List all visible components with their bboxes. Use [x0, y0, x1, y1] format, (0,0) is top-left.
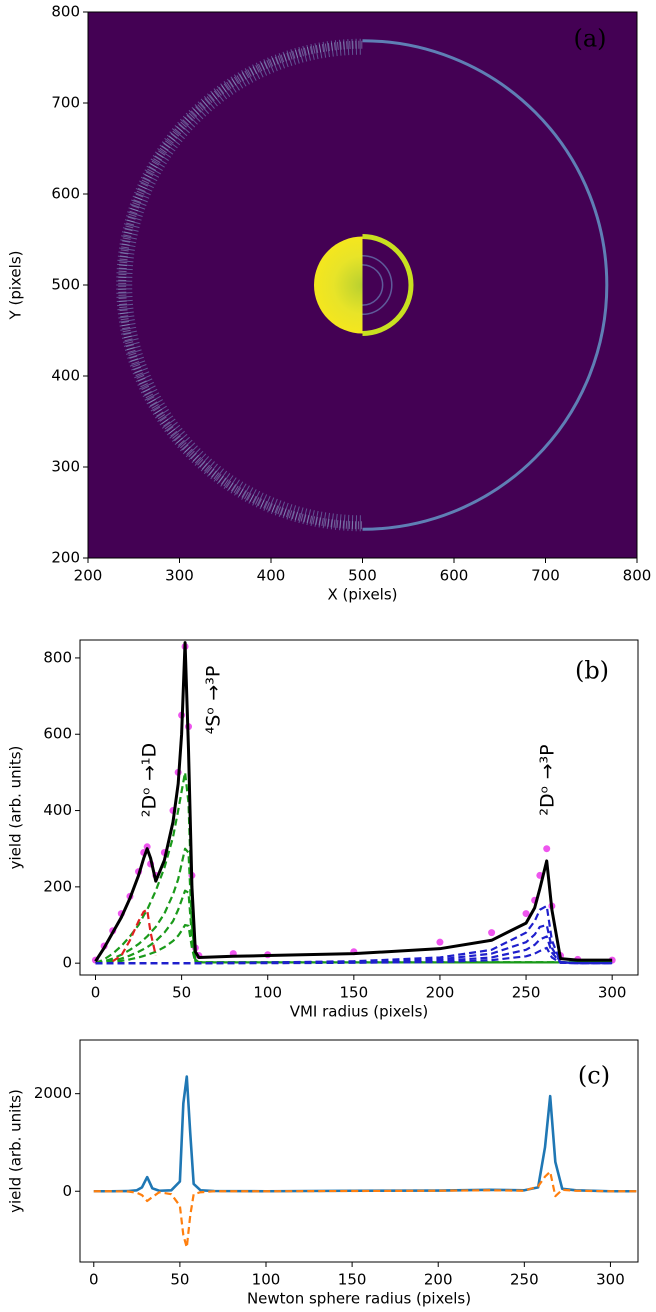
raw-disk	[314, 236, 363, 334]
x-tick-label: 100	[252, 1271, 281, 1289]
x-tick-label: 200	[424, 1271, 453, 1289]
x-tick-label: 300	[598, 984, 627, 1002]
y-tick-label: 600	[43, 725, 72, 743]
plot-area	[88, 12, 637, 558]
panel: ²Dᵒ →¹D ⁴Sᵒ →³P ²Dᵒ →³P 0 50 100 150 200 250 300 0…	[7, 639, 639, 1021]
line	[93, 1075, 637, 1193]
y-tick-label: 200	[51, 549, 80, 567]
ring	[362, 264, 384, 306]
y-tick-label: 800	[43, 648, 72, 666]
y-tick-label: 200	[43, 877, 72, 895]
x-tick-label: 600	[440, 567, 469, 585]
y-tick-label: 700	[51, 94, 80, 112]
x-tick-label: 300	[596, 1271, 625, 1289]
x-axis-label: X (pixels)	[327, 586, 397, 604]
y-axis-label: yield (arb. units)	[7, 746, 25, 870]
ring	[362, 234, 414, 336]
x-tick-label: 500	[348, 567, 377, 585]
raw-half	[116, 38, 363, 532]
y-tick-label: 0	[62, 1182, 72, 1200]
y-axis-label: yield (arb. units)	[7, 1089, 25, 1213]
panel-label: (c)	[578, 1062, 610, 1090]
annotation: ²Dᵒ →¹D	[139, 743, 161, 817]
x-tick-label: 200	[426, 984, 455, 1002]
plot-area	[93, 1075, 637, 1249]
axes-frame	[79, 639, 639, 976]
line	[94, 641, 613, 963]
dashed-line	[93, 1170, 637, 1249]
x-tick-label: 700	[531, 567, 560, 585]
y-tick-label: 600	[51, 185, 80, 203]
x-axis-label: Newton sphere radius (pixels)	[247, 1290, 471, 1308]
x-tick-label: 250	[512, 984, 541, 1002]
panel: 0 50 100 150 200 250 300 0 2000 Newton sphere rad…	[7, 1039, 639, 1308]
y-tick-label: 300	[51, 458, 80, 476]
dashed-line	[95, 923, 613, 965]
y-tick-label: 500	[51, 276, 80, 294]
y-tick-label: 0	[62, 954, 72, 972]
x-tick-label: 100	[253, 984, 282, 1002]
data-point	[522, 910, 530, 918]
panel-label: (b)	[575, 657, 609, 685]
axes-frame	[79, 1039, 639, 1263]
y-axis-label: Y (pixels)	[7, 251, 25, 321]
y-tick-label: 2000	[34, 1084, 72, 1102]
x-tick-label: 50	[172, 984, 191, 1002]
annotation: ²Dᵒ →³P	[537, 744, 559, 815]
y-tick-label: 400	[51, 367, 80, 385]
dashed-line	[95, 847, 613, 965]
data-point	[436, 938, 444, 946]
x-tick-label: 0	[89, 1271, 99, 1289]
x-tick-label: 200	[74, 567, 103, 585]
annotation: ⁴Sᵒ →³P	[203, 666, 225, 735]
raw-ring	[116, 38, 363, 532]
dashed-line	[112, 908, 157, 963]
panel: 200 300 400 500 600 700 800 200 300 400 500 600 700 8…	[7, 3, 652, 604]
inverted-half	[362, 39, 609, 531]
y-tick-label: 800	[51, 3, 80, 21]
x-tick-label: 400	[257, 567, 286, 585]
data-point	[543, 845, 551, 853]
x-tick-label: 150	[338, 1271, 367, 1289]
x-tick-label: 800	[623, 567, 652, 585]
ring	[362, 39, 609, 531]
x-tick-label: 300	[165, 567, 194, 585]
x-tick-label: 150	[340, 984, 369, 1002]
plot-area	[92, 641, 616, 965]
ring	[362, 254, 393, 316]
y-tick-label: 400	[43, 801, 72, 819]
x-tick-label: 250	[510, 1271, 539, 1289]
data-point	[488, 929, 496, 937]
x-axis-label: VMI radius (pixels)	[290, 1003, 429, 1021]
panel-label: (a)	[573, 25, 606, 53]
dashed-line	[95, 946, 613, 965]
data-point	[143, 843, 151, 851]
x-tick-label: 0	[91, 984, 101, 1002]
x-tick-label: 50	[170, 1271, 189, 1289]
